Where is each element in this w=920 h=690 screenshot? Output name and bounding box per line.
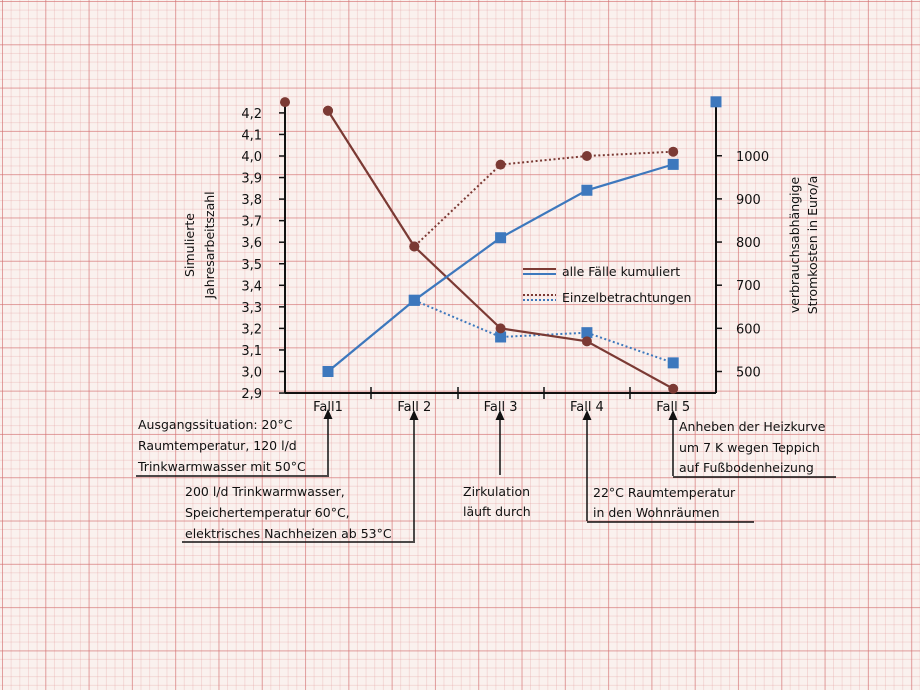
left-tick-label: 4,0 xyxy=(241,150,262,165)
annotation-fall3: Zirkulation läuft durch xyxy=(463,410,531,519)
left-tick-label: 4,2 xyxy=(241,107,262,122)
right-tick-label: 500 xyxy=(736,366,761,381)
left-axis-title-line2: Jahresarbeitszahl xyxy=(202,191,217,299)
annotation-fall1-line1: Ausgangssituation: 20°C xyxy=(138,417,293,432)
data-point-circle xyxy=(495,159,506,170)
data-point-circle xyxy=(495,323,506,334)
data-point-circle xyxy=(668,146,679,157)
right-tick-label: 800 xyxy=(736,236,761,251)
series-line-individual-left xyxy=(327,110,674,249)
right-tick-label: 600 xyxy=(736,322,761,337)
annotation-fall5-line3: auf Fußbodenheizung xyxy=(679,460,814,475)
annotation-fall5-line1: Anheben der Heizkurve xyxy=(679,419,826,434)
annotation-fall4-line2: in den Wohnräumen xyxy=(593,505,720,520)
left-tick-label: 3,9 xyxy=(241,172,262,187)
right-tick-label: 900 xyxy=(736,193,761,208)
annotation-fall5-line2: um 7 K wegen Teppich xyxy=(679,440,820,455)
annotation-fall2-line2: Speichertemperatur 60°C, xyxy=(185,505,350,520)
right-axis-title-line1: verbrauchsabhängige xyxy=(787,177,802,314)
data-point-circle xyxy=(581,151,592,161)
right-y-axis: 1000 900 800 700 600 500 xyxy=(715,100,769,393)
legend-label-cumulative: alle Fälle kumuliert xyxy=(562,264,680,279)
right-axis-title-line2: Stromkosten in Euro/a xyxy=(805,176,820,315)
left-tick-label: 3,4 xyxy=(241,279,262,294)
annotation-fall3-line2: läuft durch xyxy=(463,504,531,519)
data-point-square xyxy=(495,331,507,343)
data-point-square xyxy=(667,158,679,170)
left-axis-title-line1: Simulierte xyxy=(182,213,197,277)
x-category-label: Fall1 xyxy=(313,400,343,415)
data-point-square xyxy=(408,294,420,306)
data-point-square xyxy=(495,232,507,244)
data-point-circle xyxy=(581,336,592,347)
left-tick-label: 3,3 xyxy=(241,301,262,316)
left-tick-label: 3,7 xyxy=(241,215,262,230)
left-tick-label: 3,6 xyxy=(241,236,262,251)
annotation-fall1-line2: Raumtemperatur, 120 l/d xyxy=(138,438,297,453)
series-line-cumulative-left xyxy=(327,110,674,390)
annotation-fall4: 22°C Raumtemperatur in den Wohnräumen xyxy=(582,410,754,523)
legend: alle Fälle kumuliert Einzelbetrachtungen xyxy=(523,264,691,305)
left-y-axis: 4,2 4,1 4,0 3,9 3,8 3,7 3,6 3,5 3,4 3,3 3,2 3,1 3,0 2… xyxy=(241,100,286,402)
right-axis-end-marker xyxy=(710,96,722,108)
annotation-fall5: Anheben der Heizkurve um 7 K wegen Teppi… xyxy=(668,410,836,478)
data-point-circle xyxy=(409,241,420,252)
left-axis-end-marker xyxy=(280,97,290,108)
legend-label-individual: Einzelbetrachtungen xyxy=(562,290,691,305)
left-tick-label: 2,9 xyxy=(241,387,262,402)
annotation-fall4-line1: 22°C Raumtemperatur xyxy=(593,485,736,500)
left-tick-label: 3,2 xyxy=(241,322,262,337)
annotation-fall2-line3: elektrisches Nachheizen ab 53°C xyxy=(185,526,392,541)
left-tick-label: 4,1 xyxy=(241,128,262,143)
x-category-label: Fall 2 xyxy=(397,400,431,415)
data-point-square xyxy=(667,357,679,369)
data-point-circle xyxy=(668,383,679,394)
data-point-square xyxy=(581,327,593,339)
left-tick-label: 3,1 xyxy=(241,344,262,359)
x-category-label: Fall 5 xyxy=(656,400,690,415)
right-tick-label: 700 xyxy=(736,279,761,294)
annotation-fall1-line3: Trinkwarmwasser mit 50°C xyxy=(137,459,306,474)
left-tick-label: 3,0 xyxy=(241,366,262,381)
data-point-circle xyxy=(323,105,333,116)
data-point-square xyxy=(322,366,334,377)
x-category-label: Fall 3 xyxy=(484,400,518,415)
annotation-fall3-line1: Zirkulation xyxy=(463,484,530,499)
left-tick-label: 3,5 xyxy=(241,258,262,273)
x-axis: Fall1 Fall 2 Fall 3 Fall 4 Fall 5 xyxy=(285,387,716,415)
annotation-fall2-line1: 200 l/d Trinkwarmwasser, xyxy=(185,484,345,499)
annotation-fall1: Ausgangssituation: 20°C Raumtemperatur, … xyxy=(136,409,333,477)
annotation-fall2: 200 l/d Trinkwarmwasser, Speichertempera… xyxy=(182,410,419,543)
right-tick-label: 1000 xyxy=(736,150,769,165)
left-tick-label: 3,8 xyxy=(241,193,262,208)
series-layer xyxy=(280,96,722,394)
data-point-square xyxy=(581,184,593,196)
x-category-label: Fall 4 xyxy=(570,400,604,415)
